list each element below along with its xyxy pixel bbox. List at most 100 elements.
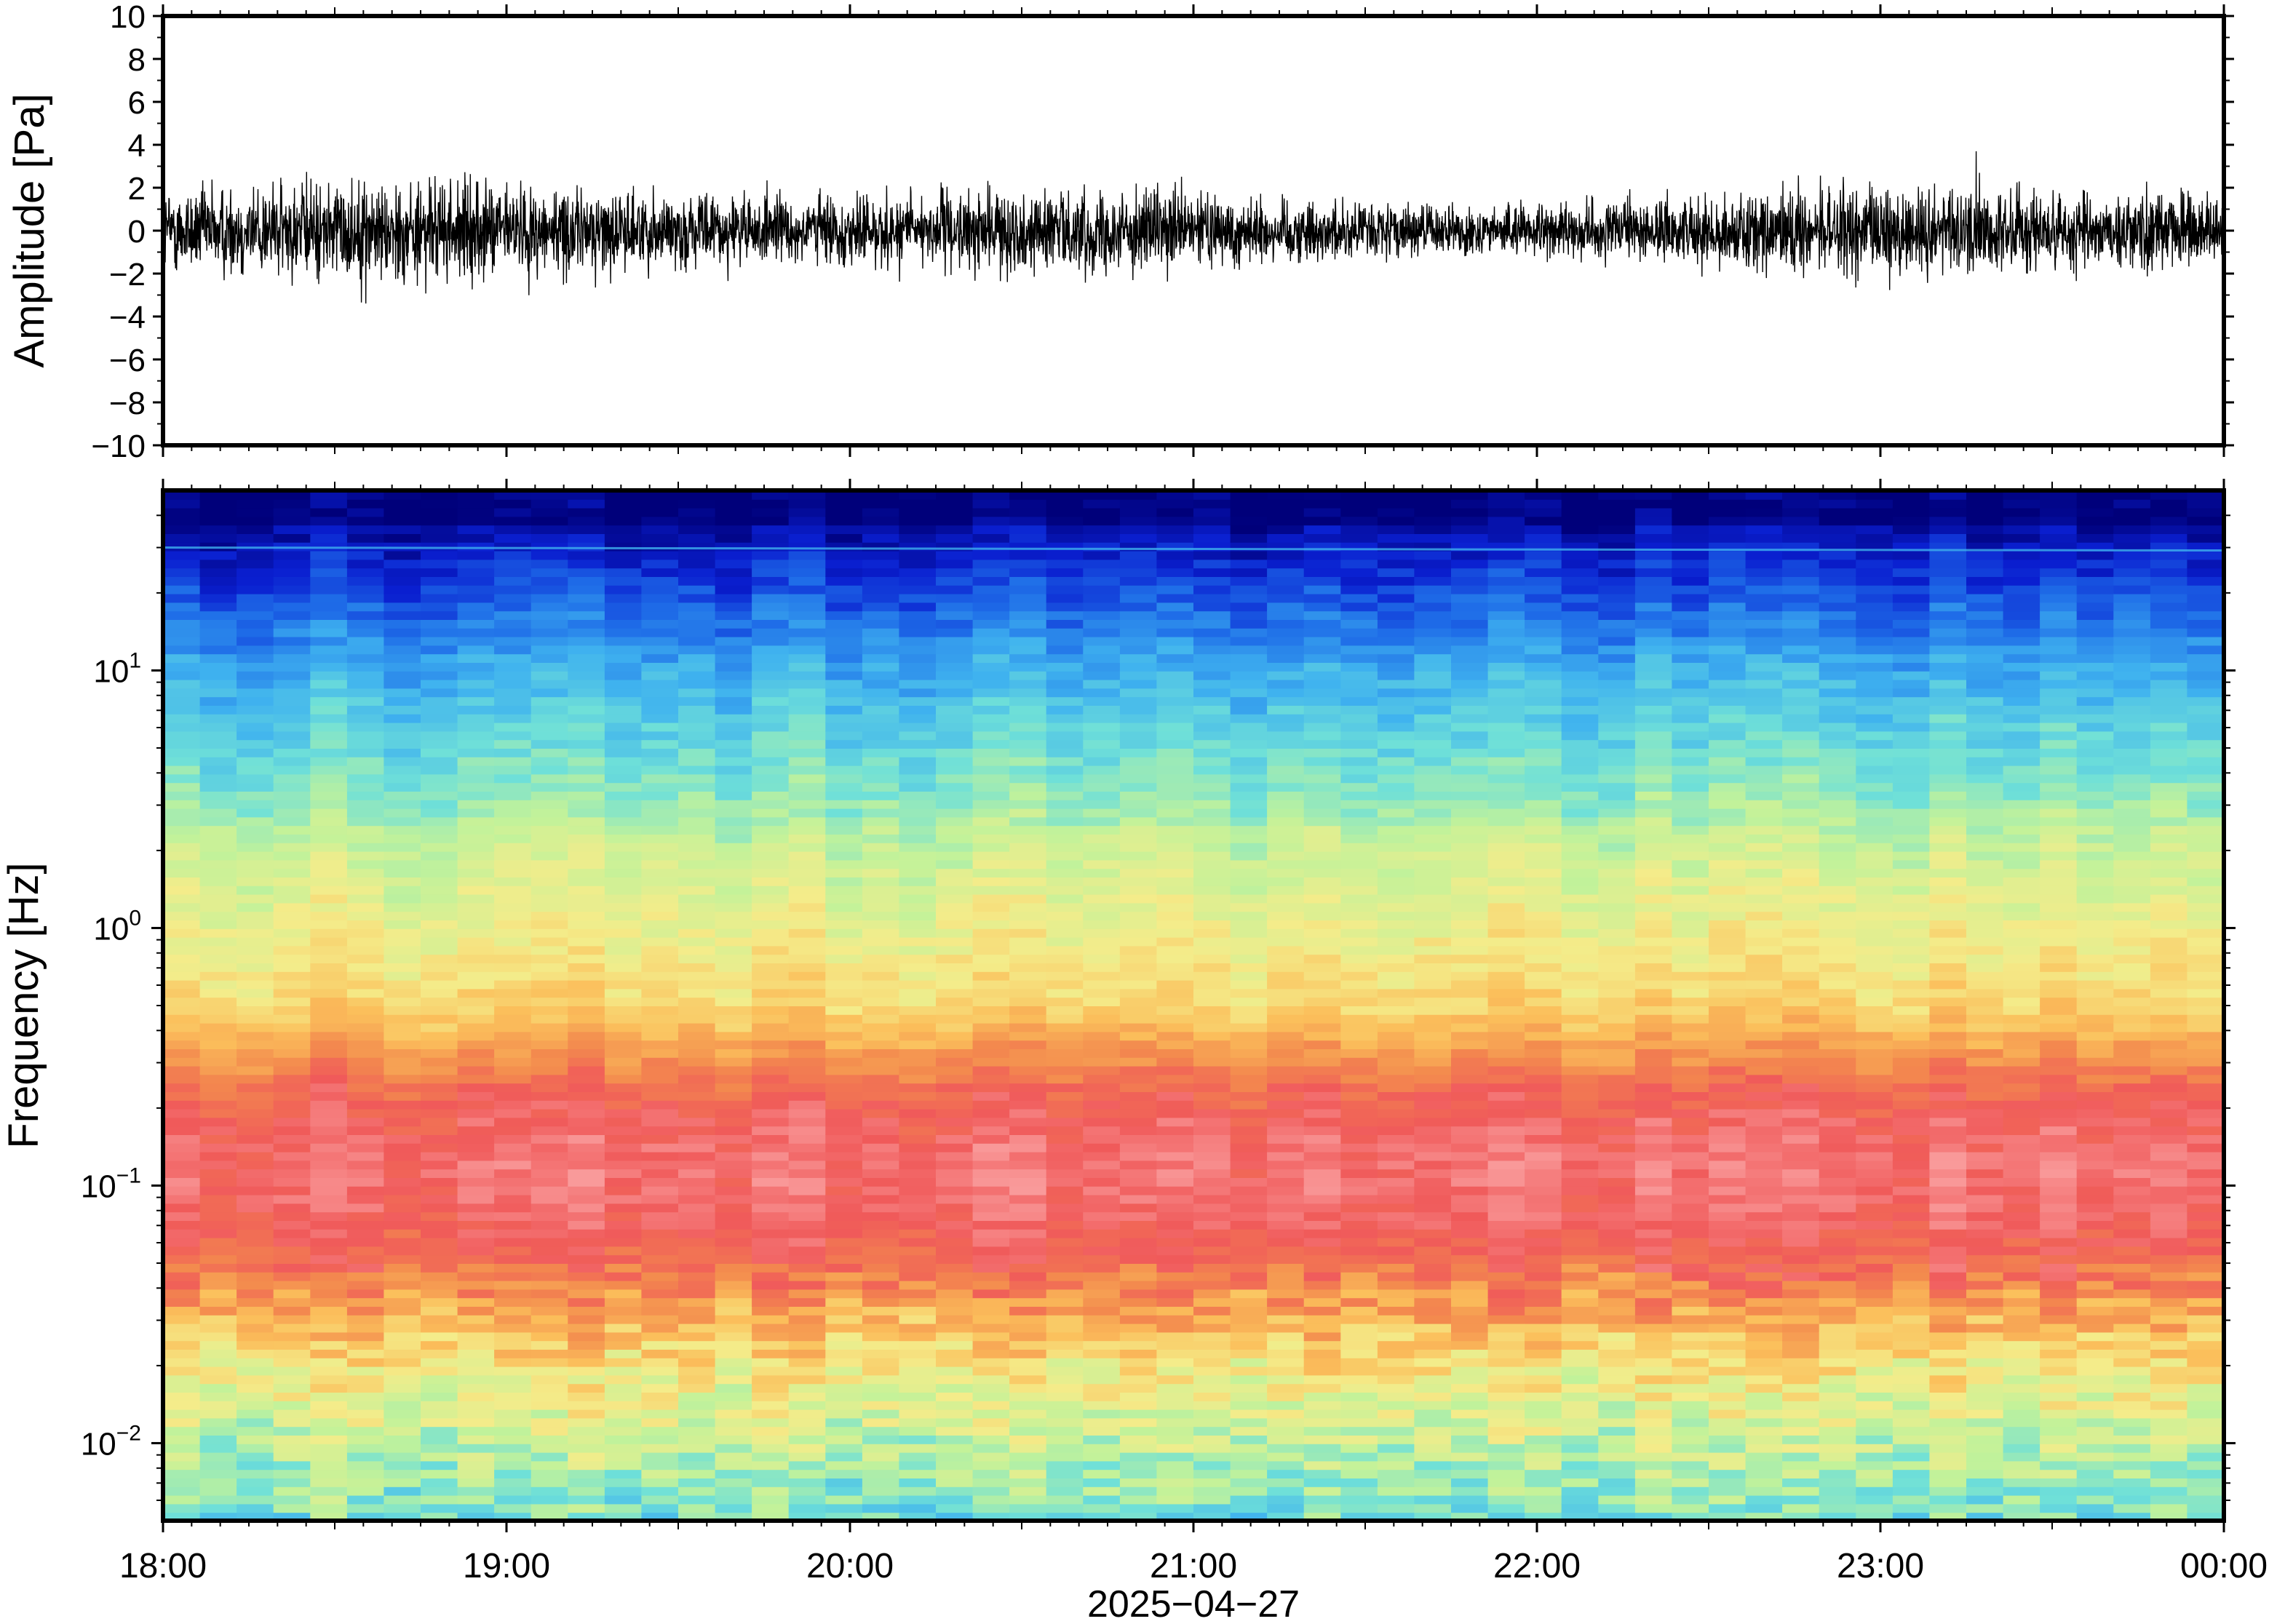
spectrogram-cell [1156,885,1194,895]
spectrogram-cell [346,859,385,869]
spectrogram-cell [678,920,716,929]
spectrogram-cell [457,1366,496,1376]
spectrogram-cell [1046,1254,1084,1264]
spectrogram-cell [1414,1297,1452,1307]
spectrogram-cell [1525,782,1562,792]
spectrogram-cell [1303,885,1342,895]
spectrogram-cell [1525,765,1562,775]
spectrogram-cell [568,928,605,938]
spectrogram-cell [825,1280,863,1290]
spectrogram-cell [752,507,790,517]
spectrogram-cell [1083,705,1121,715]
spectrogram-cell [678,722,716,732]
spectrogram-cell [788,1374,827,1385]
spectrogram-cell [1193,1203,1231,1213]
spectrogram-cell [1193,1048,1231,1058]
spectrogram-cell [825,584,863,594]
spectrogram-cell [1377,731,1415,741]
spectrogram-cell [972,645,1011,655]
spectrogram-cell [752,1503,790,1513]
spectrogram-cell [163,928,201,938]
spectrogram-cell [346,653,385,663]
spectrogram-cell [1267,963,1305,972]
spectrogram-cell [1230,808,1268,818]
spectrogram-cell [788,1443,827,1453]
spectrogram-cell [715,1512,753,1521]
spectrogram-cell [1561,773,1600,784]
spectrogram-cell [1340,568,1378,577]
spectrogram-cell [568,533,605,543]
spectrogram-cell [1119,1340,1158,1350]
spectrogram-cell [1193,936,1231,947]
spectrogram-cell [1119,550,1158,560]
spectrogram-cell [899,1486,937,1496]
spectrogram-cell [641,1512,679,1521]
spectrogram-cell [825,773,863,784]
spectrogram-cell [237,498,274,509]
spectrogram-cell [715,799,753,809]
spectrogram-cell [163,1486,201,1496]
spectrogram-cell [1598,963,1636,972]
spectrogram-cell [1046,988,1084,998]
spectrogram-cell [1377,1332,1415,1342]
spectrogram-cell [384,1263,421,1273]
spectrogram-cell [310,1220,348,1230]
spectrogram-cell [715,1409,753,1419]
spectrogram-cell [199,791,238,800]
spectrogram-cell [1193,1271,1231,1281]
spectrogram-cell [199,662,238,672]
spectrogram-cell [1230,1022,1268,1032]
spectrogram-cell [1230,816,1268,827]
spectrogram-cell [825,1417,863,1428]
spectrogram-cell [384,602,421,612]
spectrogram-cell [862,705,900,715]
spectrogram-cell [1193,1254,1231,1264]
spectrogram-cell [531,1392,569,1401]
spectrogram-cell [531,1160,569,1170]
spectrogram-cell [1193,1486,1231,1496]
spectrogram-cell [1561,525,1600,534]
spectrogram-cell [568,765,605,775]
spectrogram-cell [494,1349,532,1358]
spectrogram-cell [199,525,238,534]
spectrogram-cell [384,1065,421,1075]
spectrogram-cell [346,593,385,603]
spectrogram-cell [1340,1306,1378,1315]
spectrogram-cell [568,679,605,689]
spectrogram-cell [457,1469,496,1478]
spectrogram-cell [1487,1254,1526,1264]
spectrogram-cell [604,1323,643,1333]
spectrogram-cell [1083,576,1121,586]
spectrogram-cell [862,1048,900,1058]
spectrogram-cell [641,1426,679,1436]
spectrogram-cell [1340,1452,1378,1462]
spectrogram-cell [1046,550,1084,560]
spectrogram-cell [494,1185,532,1195]
spectrogram-cell [199,911,238,920]
spectrogram-cell [1267,722,1305,732]
spectrogram-cell [715,1349,753,1358]
spectrogram-cell [936,1065,974,1075]
spectrogram-cell [1525,979,1562,990]
spectrogram-cell [715,1099,753,1110]
spectrogram-cell [825,722,863,732]
spectrogram-cell [1156,825,1194,835]
spectrogram-cell [237,799,274,809]
spectrogram-cell [1083,584,1121,594]
spectrogram-cell [1414,1426,1452,1436]
spectrogram-cell [568,1503,605,1513]
spectrogram-cell [1083,1417,1121,1428]
spectrogram-cell [310,1426,348,1436]
spectrogram-cell [1451,808,1489,818]
spectrogram-cell [163,619,201,629]
spectrogram-cell [752,834,790,843]
spectrogram-cell [825,1400,863,1410]
spectrogram-cell [531,799,569,809]
spectrogram-cell [1009,834,1047,843]
spectrogram-cell [1414,936,1452,947]
spectrogram-cell [237,1271,274,1281]
spectrogram-cell [1377,1460,1415,1470]
spectrogram-cell [163,722,201,732]
spectrogram-cell [752,1108,790,1118]
spectrogram-cell [936,568,974,577]
